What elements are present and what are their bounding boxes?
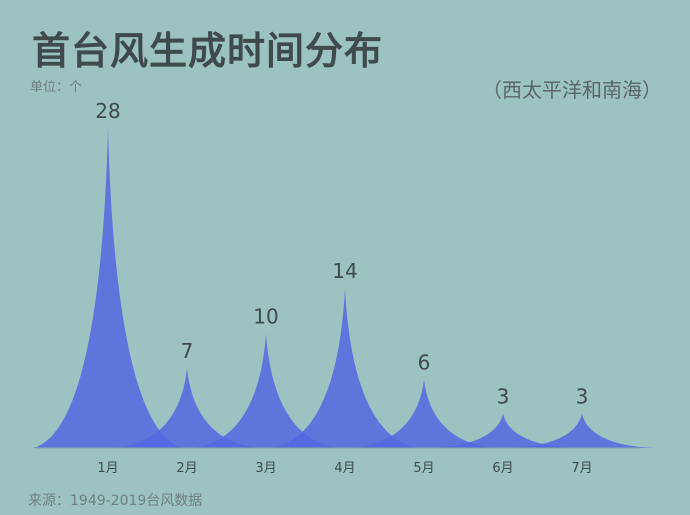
value-label-7: 3 bbox=[576, 385, 589, 409]
peak-1 bbox=[33, 128, 183, 448]
x-tick-label-4: 4月 bbox=[334, 461, 355, 476]
value-label-2: 7 bbox=[181, 339, 194, 363]
peak-7 bbox=[507, 413, 657, 448]
value-label-3: 10 bbox=[253, 305, 278, 329]
peaks-layer bbox=[33, 128, 657, 448]
source-note: 来源：1949-2019台风数据 bbox=[28, 493, 203, 509]
value-label-6: 3 bbox=[497, 385, 510, 409]
x-tick-label-6: 6月 bbox=[492, 461, 513, 476]
value-labels-layer: 28 7 10 14 6 3 3 bbox=[95, 99, 588, 409]
value-label-4: 14 bbox=[332, 259, 357, 283]
x-tick-label-2: 2月 bbox=[176, 461, 197, 476]
x-tick-label-3: 3月 bbox=[255, 461, 276, 476]
peak-3 bbox=[191, 333, 341, 448]
peak-5 bbox=[349, 379, 499, 448]
unit-label: 单位：个 bbox=[30, 80, 83, 95]
peak-2 bbox=[112, 368, 262, 448]
peak-4 bbox=[270, 288, 420, 448]
value-label-5: 6 bbox=[418, 350, 431, 374]
chart-title: 首台风生成时间分布 bbox=[32, 29, 384, 73]
region-label: （西太平洋和南海） bbox=[482, 78, 662, 102]
x-tick-label-1: 1月 bbox=[97, 461, 118, 476]
x-tick-label-5: 5月 bbox=[413, 461, 434, 476]
value-label-1: 28 bbox=[95, 99, 120, 123]
tick-labels-layer: 1月 2月 3月 4月 5月 6月 7月 bbox=[97, 461, 592, 476]
peak-6 bbox=[428, 413, 578, 448]
x-tick-label-7: 7月 bbox=[571, 461, 592, 476]
